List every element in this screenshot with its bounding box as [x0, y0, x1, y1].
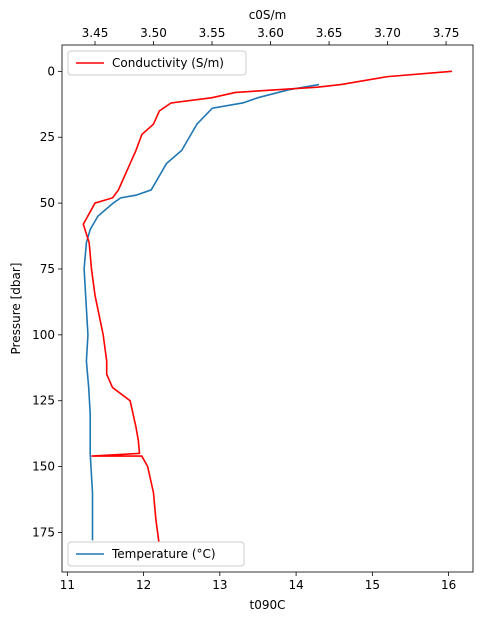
x-tick-label: 16	[441, 578, 456, 592]
x2-tick-label: 3.65	[316, 26, 343, 40]
legend-box	[67, 50, 247, 76]
x-tick-label: 11	[60, 578, 75, 592]
y-tick-label: 25	[40, 130, 55, 144]
y-tick-label: 50	[40, 196, 55, 210]
x2-tick-label: 3.50	[140, 26, 167, 40]
x-tick-label: 15	[365, 578, 380, 592]
y-tick-label: 100	[32, 328, 55, 342]
x2-tick-label: 3.75	[433, 26, 460, 40]
legend-label: Temperature (°C)	[111, 547, 216, 561]
y-tick-label: 75	[40, 262, 55, 276]
plot-frame	[61, 44, 474, 573]
profile-line	[82, 70, 453, 546]
legend-label: Conductivity (S/m)	[112, 56, 224, 70]
x2-tick-label: 3.60	[257, 26, 284, 40]
x-tick-label: 12	[136, 578, 151, 592]
x-axis-label: t090C	[250, 598, 286, 612]
x2-tick-label: 3.45	[82, 26, 109, 40]
profile-line	[83, 83, 320, 541]
y-tick-label: 125	[32, 394, 55, 408]
y-axis-label: Pressure [dbar]	[9, 263, 23, 355]
y-tick-label: 175	[32, 525, 55, 539]
x2-tick-label: 3.55	[199, 26, 226, 40]
y-tick-label: 0	[47, 64, 55, 78]
y-tick-label: 150	[32, 460, 55, 474]
legend-box	[67, 541, 245, 567]
x2-axis-label: c0S/m	[249, 8, 287, 22]
x2-tick-label: 3.70	[374, 26, 401, 40]
x-tick-label: 14	[288, 578, 303, 592]
x-tick-label: 13	[212, 578, 227, 592]
